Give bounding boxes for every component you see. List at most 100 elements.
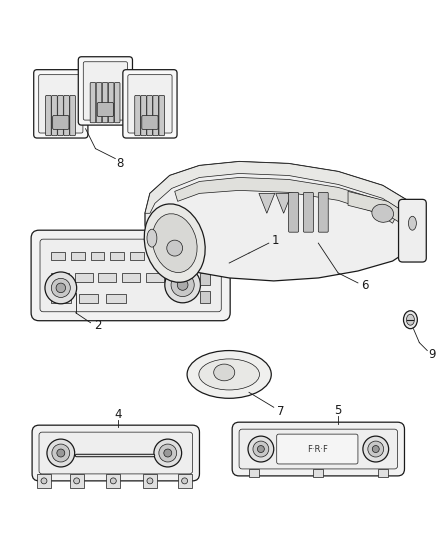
Ellipse shape [214, 364, 235, 381]
Bar [79, 294, 99, 303]
FancyBboxPatch shape [135, 95, 140, 136]
Bar [110, 252, 124, 260]
Ellipse shape [403, 311, 417, 329]
Bar [201, 255, 210, 267]
Circle shape [45, 272, 77, 304]
Bar [130, 252, 144, 260]
Ellipse shape [147, 229, 157, 247]
Polygon shape [145, 161, 422, 281]
FancyBboxPatch shape [58, 95, 64, 136]
FancyBboxPatch shape [97, 102, 113, 117]
FancyBboxPatch shape [128, 75, 172, 133]
Bar [74, 273, 92, 282]
Bar [378, 469, 388, 477]
Ellipse shape [372, 204, 393, 222]
FancyBboxPatch shape [39, 432, 193, 474]
Text: 1: 1 [272, 233, 279, 247]
Circle shape [182, 478, 187, 484]
Text: 8: 8 [117, 157, 124, 170]
Bar [313, 469, 323, 477]
Bar [106, 294, 126, 303]
Bar [71, 252, 85, 260]
Polygon shape [276, 193, 292, 213]
Circle shape [74, 478, 80, 484]
FancyBboxPatch shape [53, 116, 69, 130]
Circle shape [372, 446, 379, 453]
FancyBboxPatch shape [399, 199, 426, 262]
Text: 4: 4 [114, 408, 122, 421]
Circle shape [57, 449, 65, 457]
Polygon shape [259, 193, 275, 213]
Bar [249, 469, 259, 477]
Bar [70, 474, 84, 488]
Polygon shape [145, 161, 422, 218]
FancyBboxPatch shape [318, 192, 328, 232]
Bar [51, 294, 71, 303]
Circle shape [159, 444, 177, 462]
FancyBboxPatch shape [304, 192, 313, 232]
FancyBboxPatch shape [153, 95, 159, 136]
FancyBboxPatch shape [83, 62, 127, 120]
FancyBboxPatch shape [46, 95, 51, 136]
Bar [106, 474, 120, 488]
FancyBboxPatch shape [102, 83, 108, 123]
FancyBboxPatch shape [39, 75, 83, 133]
Bar [51, 252, 65, 260]
Circle shape [154, 439, 182, 467]
Bar [201, 291, 210, 303]
FancyBboxPatch shape [108, 83, 114, 123]
Circle shape [165, 267, 201, 303]
FancyBboxPatch shape [159, 95, 165, 136]
FancyBboxPatch shape [114, 83, 120, 123]
FancyBboxPatch shape [32, 425, 199, 481]
Circle shape [110, 478, 116, 484]
FancyBboxPatch shape [70, 95, 75, 136]
FancyBboxPatch shape [31, 230, 230, 321]
Polygon shape [175, 177, 398, 223]
Text: 6: 6 [361, 279, 369, 293]
Text: 5: 5 [335, 403, 342, 417]
Bar [122, 273, 140, 282]
Circle shape [41, 478, 47, 484]
Ellipse shape [409, 216, 417, 230]
FancyBboxPatch shape [277, 434, 358, 464]
Circle shape [258, 446, 265, 453]
Circle shape [368, 441, 384, 457]
FancyBboxPatch shape [40, 239, 221, 312]
Bar [178, 474, 191, 488]
Circle shape [164, 449, 172, 457]
Bar [143, 474, 157, 488]
FancyBboxPatch shape [239, 429, 398, 469]
FancyBboxPatch shape [52, 95, 57, 136]
Circle shape [52, 444, 70, 462]
Text: F·R·F: F·R·F [307, 445, 328, 454]
FancyBboxPatch shape [64, 95, 69, 136]
Bar [201, 273, 210, 285]
FancyBboxPatch shape [78, 56, 132, 125]
Bar [150, 252, 164, 260]
Bar [170, 252, 184, 260]
Circle shape [167, 240, 183, 256]
FancyBboxPatch shape [142, 116, 158, 130]
Circle shape [51, 278, 71, 297]
Circle shape [248, 436, 274, 462]
FancyBboxPatch shape [141, 95, 146, 136]
Circle shape [177, 279, 188, 290]
FancyBboxPatch shape [232, 422, 404, 476]
Ellipse shape [187, 351, 271, 398]
Circle shape [363, 436, 389, 462]
Ellipse shape [152, 214, 197, 272]
Circle shape [47, 439, 74, 467]
Circle shape [171, 273, 194, 296]
Circle shape [253, 441, 269, 457]
Ellipse shape [144, 204, 205, 282]
Text: 7: 7 [277, 405, 284, 418]
Text: 9: 9 [428, 348, 436, 361]
Ellipse shape [199, 359, 259, 390]
Bar [51, 273, 69, 282]
Circle shape [56, 283, 66, 293]
Circle shape [147, 478, 153, 484]
Bar [99, 273, 116, 282]
FancyBboxPatch shape [147, 95, 152, 136]
FancyBboxPatch shape [289, 192, 299, 232]
